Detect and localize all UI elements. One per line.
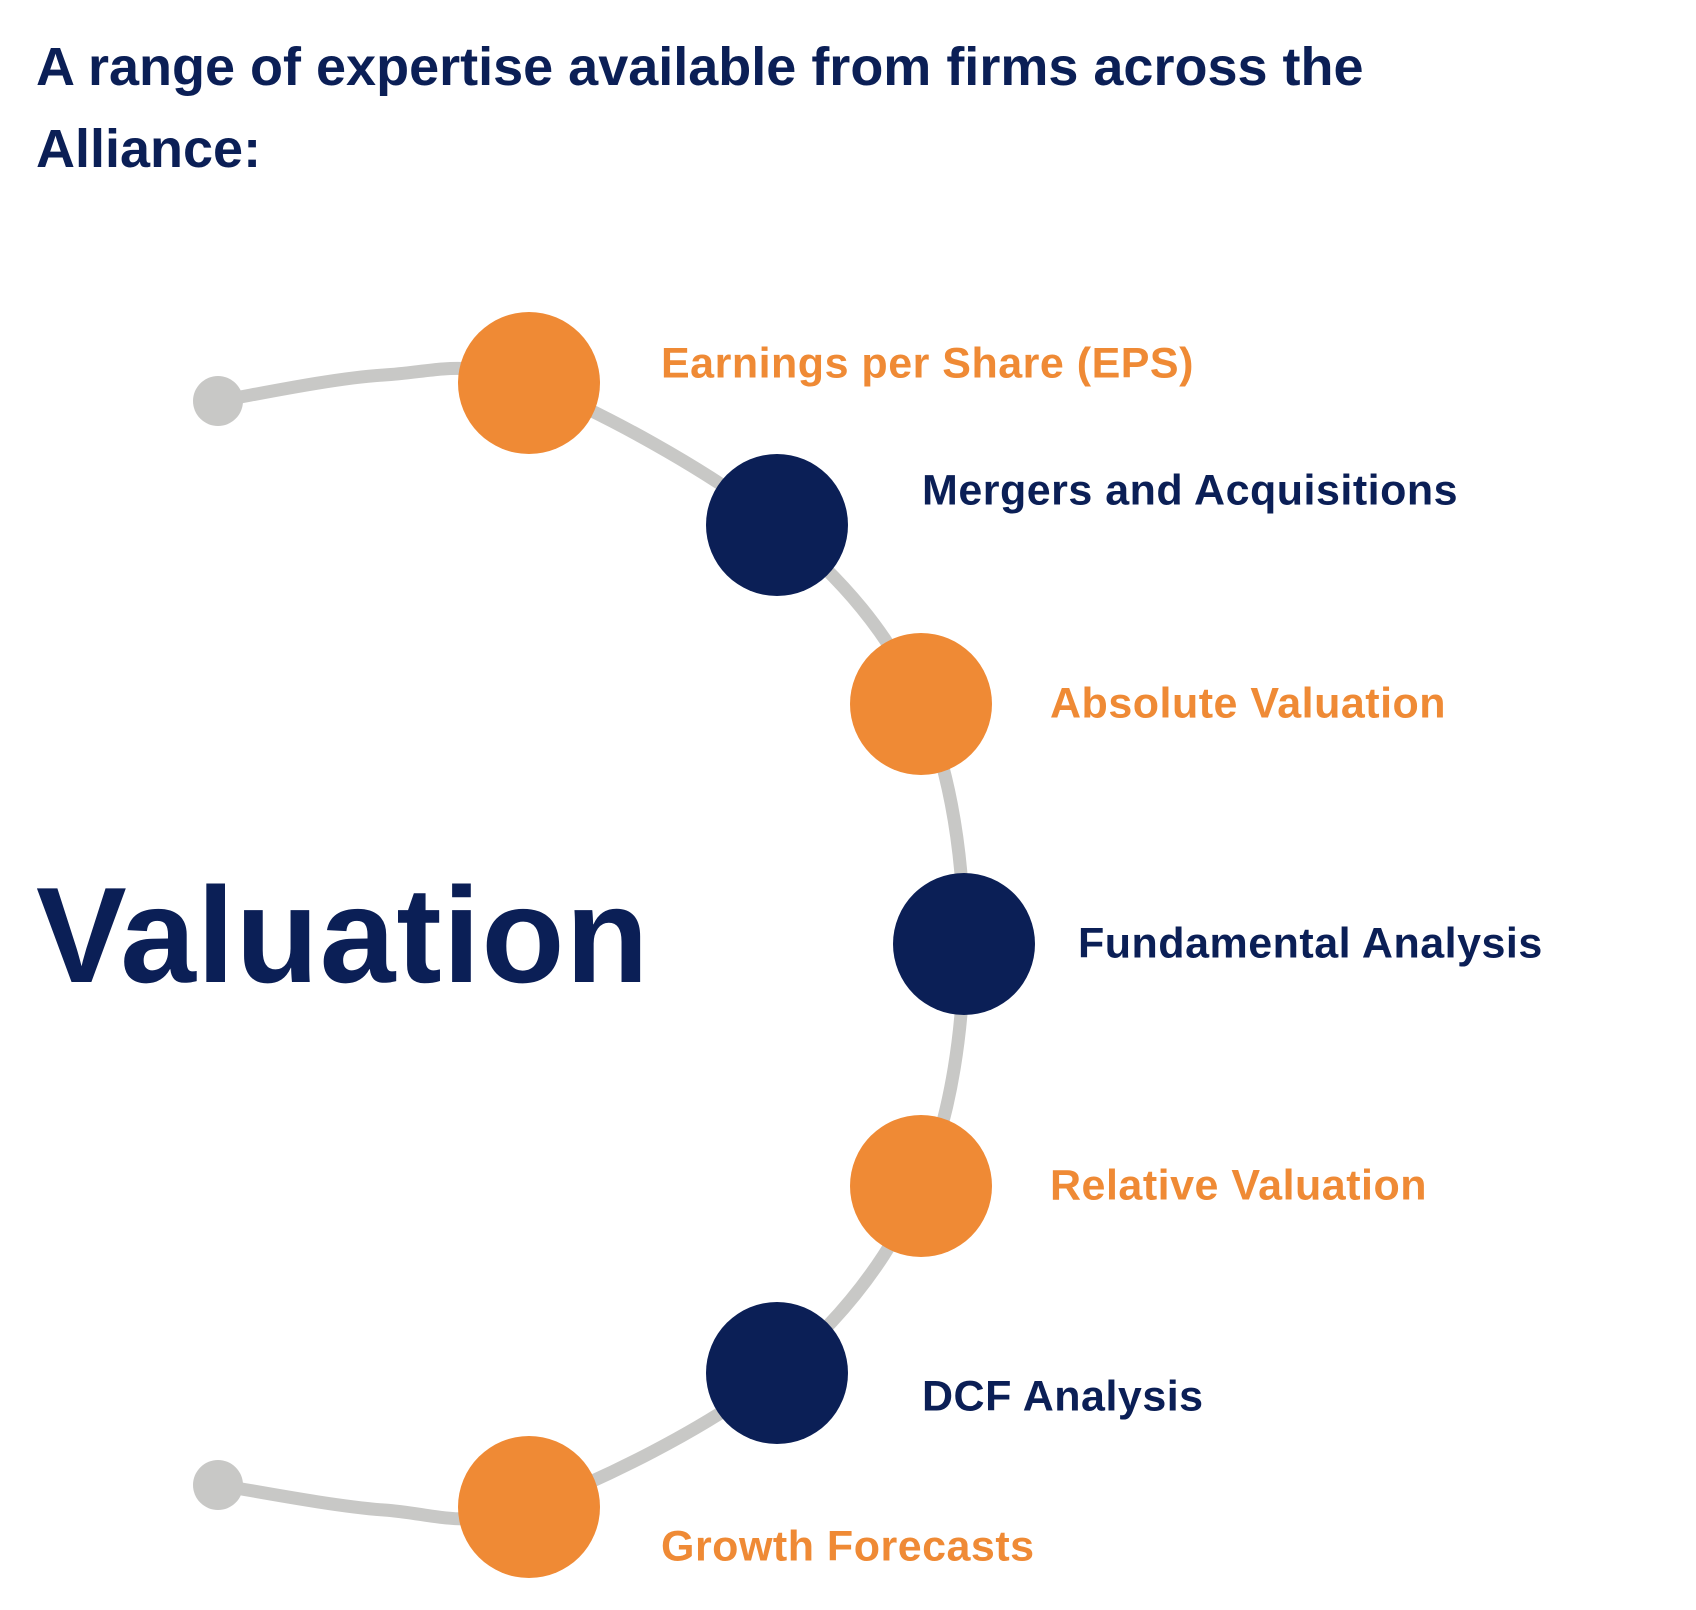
arc-endpoint-top [193,376,243,426]
item-node-5 [850,1115,992,1257]
item-label-absolute-valuation: Absolute Valuation [1050,679,1447,728]
item-node-6 [706,1302,848,1444]
item-node-4 [893,873,1035,1015]
center-label: Valuation [36,859,650,1011]
item-node-3 [850,633,992,775]
arc-track [211,361,971,1526]
item-label-mergers: Mergers and Acquisitions [922,466,1459,515]
item-label-growth-forecasts: Growth Forecasts [661,1522,1035,1571]
item-label-dcf-analysis: DCF Analysis [922,1372,1204,1421]
arc-endpoint-bottom [193,1460,243,1510]
item-node-7 [458,1436,600,1578]
item-label-eps: Earnings per Share (EPS) [661,339,1194,388]
item-label-relative-valuation: Relative Valuation [1050,1161,1428,1210]
page-title: A range of expertise available from firm… [36,37,1364,179]
item-label-fundamental-analysis: Fundamental Analysis [1078,919,1543,968]
item-node-2 [706,454,848,596]
item-node-1 [458,312,600,454]
